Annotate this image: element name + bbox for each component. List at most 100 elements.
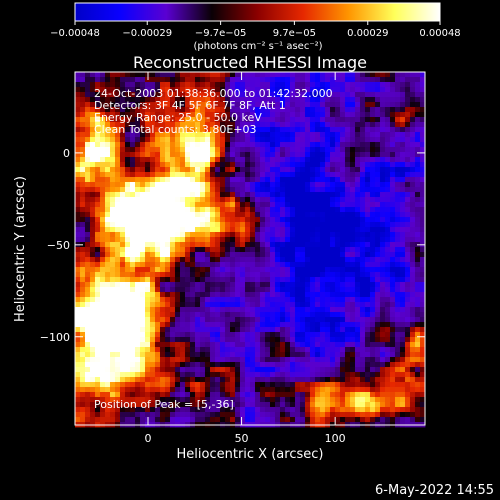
heatmap-cell: [280, 412, 286, 418]
heatmap-cell: [80, 257, 86, 263]
heatmap-cell: [405, 397, 411, 403]
heatmap-cell: [215, 132, 221, 138]
heatmap-cell: [405, 137, 411, 143]
heatmap-cell: [170, 267, 176, 273]
heatmap-cell: [240, 82, 246, 88]
heatmap-cell: [305, 417, 311, 423]
heatmap-cell: [360, 147, 366, 153]
heatmap-cell: [355, 267, 361, 273]
heatmap-cell: [175, 287, 181, 293]
heatmap-cell: [280, 352, 286, 358]
heatmap-cell: [290, 282, 296, 288]
heatmap-cell: [90, 142, 96, 148]
heatmap-cell: [110, 337, 116, 343]
heatmap-cell: [165, 392, 171, 398]
heatmap-cell: [215, 322, 221, 328]
heatmap-cell: [250, 197, 256, 203]
heatmap-cell: [390, 187, 396, 193]
heatmap-cell: [235, 92, 241, 98]
heatmap-cell: [120, 132, 126, 138]
heatmap-cell: [120, 352, 126, 358]
heatmap-cell: [380, 107, 386, 113]
heatmap-cell: [225, 417, 231, 423]
heatmap-cell: [250, 92, 256, 98]
heatmap-cell: [165, 377, 171, 383]
heatmap-cell: [170, 232, 176, 238]
heatmap-cell: [255, 312, 261, 318]
heatmap-cell: [395, 72, 401, 78]
heatmap-cell: [265, 322, 271, 328]
heatmap-cell: [280, 362, 286, 368]
heatmap-cell: [420, 217, 426, 223]
heatmap-cell: [265, 257, 271, 263]
heatmap-cell: [260, 307, 266, 313]
heatmap-cell: [80, 162, 86, 168]
heatmap-cell: [390, 342, 396, 348]
heatmap-cell: [220, 332, 226, 338]
heatmap-cell: [420, 177, 426, 183]
heatmap-cell: [80, 202, 86, 208]
heatmap-cell: [270, 287, 276, 293]
heatmap-cell: [335, 87, 341, 93]
heatmap-cell: [360, 287, 366, 293]
heatmap-cell: [100, 197, 106, 203]
heatmap-cell: [285, 127, 291, 133]
heatmap-cell: [300, 167, 306, 173]
heatmap-cell: [265, 222, 271, 228]
heatmap-cell: [400, 407, 406, 413]
heatmap-cell: [370, 82, 376, 88]
heatmap-cell: [125, 177, 131, 183]
heatmap-cell: [145, 87, 151, 93]
heatmap-cell: [230, 117, 236, 123]
heatmap-cell: [215, 352, 221, 358]
heatmap-cell: [315, 172, 321, 178]
heatmap-cell: [190, 317, 196, 323]
heatmap-cell: [415, 207, 421, 213]
colorbar-tick-label: 0.00029: [347, 28, 388, 39]
heatmap-cell: [145, 302, 151, 308]
heatmap-cell: [375, 182, 381, 188]
heatmap-cell: [180, 272, 186, 278]
heatmap-cell: [75, 197, 81, 203]
heatmap-cell: [405, 132, 411, 138]
heatmap-cell: [205, 272, 211, 278]
heatmap-cell: [185, 212, 191, 218]
heatmap-cell: [80, 417, 86, 423]
heatmap-cell: [95, 392, 101, 398]
heatmap-cell: [395, 217, 401, 223]
heatmap-cell: [225, 172, 231, 178]
heatmap-cell: [290, 157, 296, 163]
heatmap-cell: [195, 212, 201, 218]
heatmap-cell: [235, 162, 241, 168]
heatmap-cell: [390, 237, 396, 243]
heatmap-cell: [110, 142, 116, 148]
heatmap-cell: [335, 282, 341, 288]
heatmap-cell: [270, 232, 276, 238]
heatmap-cell: [270, 162, 276, 168]
heatmap-cell: [420, 397, 426, 403]
heatmap-cell: [175, 277, 181, 283]
heatmap-cell: [175, 327, 181, 333]
heatmap-cell: [275, 417, 281, 423]
heatmap-cell: [250, 287, 256, 293]
heatmap-cell: [175, 92, 181, 98]
heatmap-cell: [310, 357, 316, 363]
heatmap-cell: [265, 132, 271, 138]
heatmap-cell: [255, 262, 261, 268]
heatmap-cell: [280, 347, 286, 353]
heatmap-cell: [340, 162, 346, 168]
heatmap-cell: [320, 282, 326, 288]
heatmap-cell: [245, 257, 251, 263]
heatmap-cell: [370, 287, 376, 293]
heatmap-cell: [195, 202, 201, 208]
heatmap-cell: [185, 327, 191, 333]
heatmap-cell: [165, 242, 171, 248]
heatmap-cell: [165, 137, 171, 143]
heatmap-cell: [400, 292, 406, 298]
heatmap-cell: [295, 102, 301, 108]
heatmap-cell: [140, 277, 146, 283]
heatmap-cell: [160, 232, 166, 238]
heatmap-cell: [175, 382, 181, 388]
heatmap-cell: [200, 202, 206, 208]
heatmap-cell: [160, 267, 166, 273]
